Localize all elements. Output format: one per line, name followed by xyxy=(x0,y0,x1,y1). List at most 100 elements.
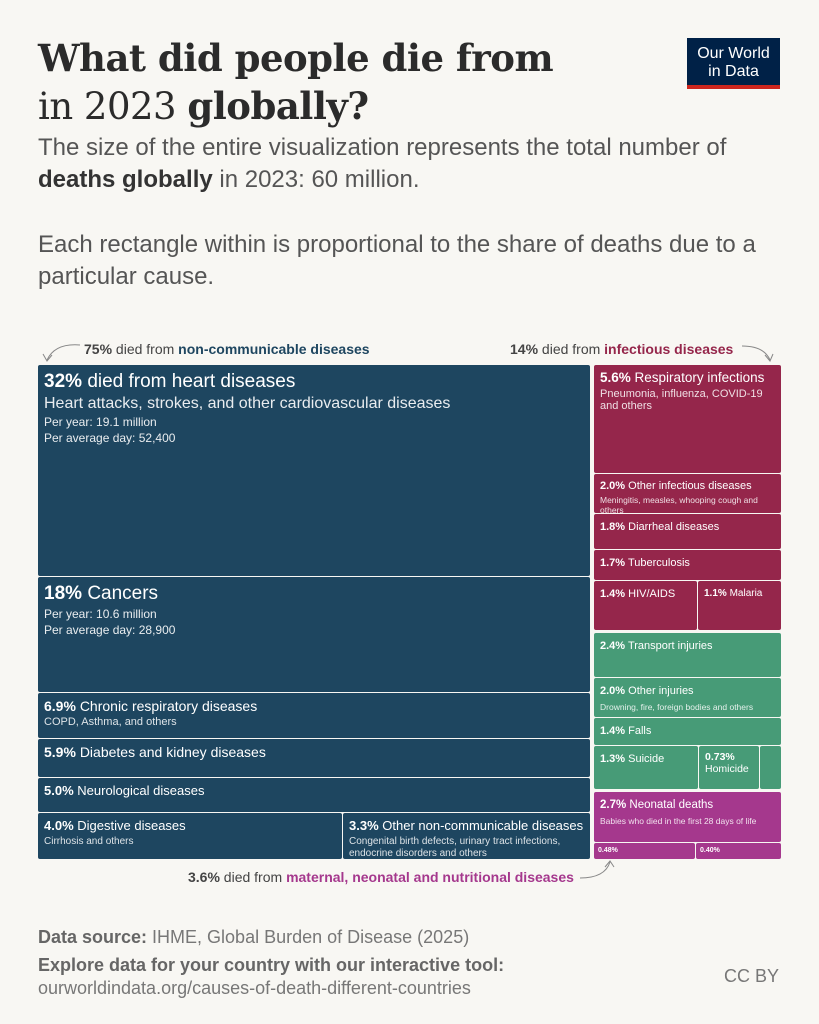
license: CC BY xyxy=(724,966,780,986)
a: died from xyxy=(538,341,605,357)
tile-homicide[interactable]: 0.73% Homicide xyxy=(699,746,759,789)
explore-link[interactable]: ourworldindata.org/causes-of-death-diffe… xyxy=(38,978,471,998)
desc: Babies who died in the first 28 days of … xyxy=(600,816,757,826)
tile-hiv-aids[interactable]: 1.4% HIV/AIDS xyxy=(594,581,697,630)
pct: 2.4% xyxy=(600,640,626,652)
tile-maternal-small-2[interactable]: 0.40% xyxy=(696,843,781,859)
data-source: Data source: IHME, Global Burden of Dise… xyxy=(38,927,469,948)
desc: Meningitis, measles, whooping cough and … xyxy=(600,495,758,513)
tile-digestive[interactable]: 4.0% Digestive diseases Cirrhosis and ot… xyxy=(38,813,342,859)
source-label: Data source: xyxy=(38,927,148,947)
tile-other-ncd[interactable]: 3.3% Other non-communicable diseases Con… xyxy=(343,813,590,859)
desc: COPD, Asthma, and others xyxy=(44,716,177,728)
desc: Congenital birth defects, urinary tract … xyxy=(349,836,561,859)
desc: Pneumonia, influenza, COVID-19 and other… xyxy=(600,388,763,412)
annotation-maternal: 3.6% died from maternal, neonatal and nu… xyxy=(188,869,574,885)
tile-other-injury-small[interactable] xyxy=(760,746,781,789)
label: died from heart diseases xyxy=(87,371,296,392)
s1p: in 2023: 60 million. xyxy=(212,166,420,193)
arrow-inf xyxy=(741,345,771,361)
desc: Cirrhosis and others xyxy=(44,836,134,847)
tile-neurological[interactable]: 5.0% Neurological diseases xyxy=(38,778,590,812)
pct: 1.8% xyxy=(600,521,626,533)
label: Tuberculosis xyxy=(627,557,690,569)
tile-tuberculosis[interactable]: 1.7% Tuberculosis xyxy=(594,550,781,580)
desc: Drowning, fire, foreign bodies and other… xyxy=(600,702,754,712)
pct: 6.9% xyxy=(44,698,76,714)
label: Cancers xyxy=(87,583,159,604)
tile-cancers[interactable]: 18% Cancers Per year: 10.6 million Per a… xyxy=(38,577,590,692)
pct: 5.6% xyxy=(600,370,631,385)
pct: 1.4% xyxy=(600,588,626,600)
pct: 1.4% xyxy=(600,725,626,737)
tile-respiratory-infections[interactable]: 5.6% Respiratory infections Pneumonia, i… xyxy=(594,365,781,473)
tile-chronic-respiratory[interactable]: 6.9% Chronic respiratory diseases COPD, … xyxy=(38,693,590,738)
label: Respiratory infections xyxy=(634,370,765,385)
tile-neonatal-deaths[interactable]: 2.7% Neonatal deaths Babies who died in … xyxy=(594,792,781,842)
arrow-mat xyxy=(579,861,611,879)
per-day: Per average day: 52,400 xyxy=(44,431,176,445)
label: Falls xyxy=(628,725,652,737)
label: Diabetes and kidney diseases xyxy=(79,744,266,760)
a: infectious diseases xyxy=(604,341,734,357)
subtitle-1: The size of the entire visualization rep… xyxy=(38,132,778,196)
label: Other infectious diseases xyxy=(628,480,752,492)
explore-text: Explore data for your country with our i… xyxy=(38,955,505,975)
label: Chronic respiratory diseases xyxy=(79,698,258,714)
tile-malaria[interactable]: 1.1% Malaria xyxy=(698,581,781,630)
tile-other-infectious[interactable]: 2.0% Other infectious diseases Meningiti… xyxy=(594,474,781,513)
a: maternal, neonatal and nutritional disea… xyxy=(286,869,574,885)
per-day: Per average day: 28,900 xyxy=(44,623,176,637)
label: Suicide xyxy=(628,753,665,765)
annotation-infectious: 14% died from infectious diseases xyxy=(510,341,733,357)
owid-logo[interactable]: Our World in Data xyxy=(687,38,780,89)
pct: 18% xyxy=(44,583,83,604)
label: Other injuries xyxy=(628,685,694,697)
per-year: Per year: 19.1 million xyxy=(44,415,157,429)
label: Transport injuries xyxy=(627,640,713,652)
pct: 1.1% xyxy=(704,588,727,599)
a: died from xyxy=(219,869,287,885)
title-bold: globally? xyxy=(187,84,369,128)
pct: 2.0% xyxy=(600,685,626,697)
title-line-1: What did people die from xyxy=(38,36,554,80)
tile-maternal-small-1[interactable]: 0.48% xyxy=(594,843,695,859)
page-title: What did people die from in 2023 globall… xyxy=(38,34,554,131)
pct: 5.0% xyxy=(44,783,74,798)
pct: 2.7% xyxy=(600,799,627,811)
source: IHME, Global Burden of Disease (2025) xyxy=(147,927,470,947)
a: 14% xyxy=(510,341,539,357)
arrowhead-inf xyxy=(764,353,774,362)
title-line-2: in 2023 globally? xyxy=(38,82,553,131)
label: HIV/AIDS xyxy=(628,588,676,600)
arrowhead-ncd xyxy=(42,353,53,362)
s1b: deaths globally xyxy=(38,166,213,193)
tile-other-injuries[interactable]: 2.0% Other injuries Drowning, fire, fore… xyxy=(594,678,781,717)
label: Neurological diseases xyxy=(77,783,205,798)
tile-diarrheal[interactable]: 1.8% Diarrheal diseases xyxy=(594,514,781,549)
pct: 2.0% xyxy=(600,480,626,492)
per-year: Per year: 10.6 million xyxy=(44,607,157,621)
title-pre: in 2023 xyxy=(38,85,188,128)
pct: 4.0% xyxy=(44,818,74,833)
label: Digestive diseases xyxy=(77,818,186,833)
label: Other non-communicable diseases xyxy=(382,818,584,833)
a: non-communicable diseases xyxy=(178,341,370,357)
label: Diarrheal diseases xyxy=(628,521,720,533)
arrowhead-mat xyxy=(604,860,615,868)
tile-transport-injuries[interactable]: 2.4% Transport injuries xyxy=(594,633,781,677)
tile-heart-diseases[interactable]: 32% died from heart diseases Heart attac… xyxy=(38,365,590,576)
tile-suicide[interactable]: 1.3% Suicide xyxy=(594,746,698,789)
logo-line-2: in Data xyxy=(708,63,759,80)
s1: The size of the entire visualization rep… xyxy=(38,134,727,161)
desc: Heart attacks, strokes, and other cardio… xyxy=(44,395,451,412)
tile-diabetes-kidney[interactable]: 5.9% Diabetes and kidney diseases xyxy=(38,739,590,777)
tile-falls[interactable]: 1.4% Falls xyxy=(594,718,781,745)
pct: 32% xyxy=(44,371,83,392)
pct: 5.9% xyxy=(44,744,76,760)
annotation-ncd: 75% died from non-communicable diseases xyxy=(84,341,370,357)
label: Homicide xyxy=(705,763,749,775)
pct: 3.3% xyxy=(349,818,379,833)
